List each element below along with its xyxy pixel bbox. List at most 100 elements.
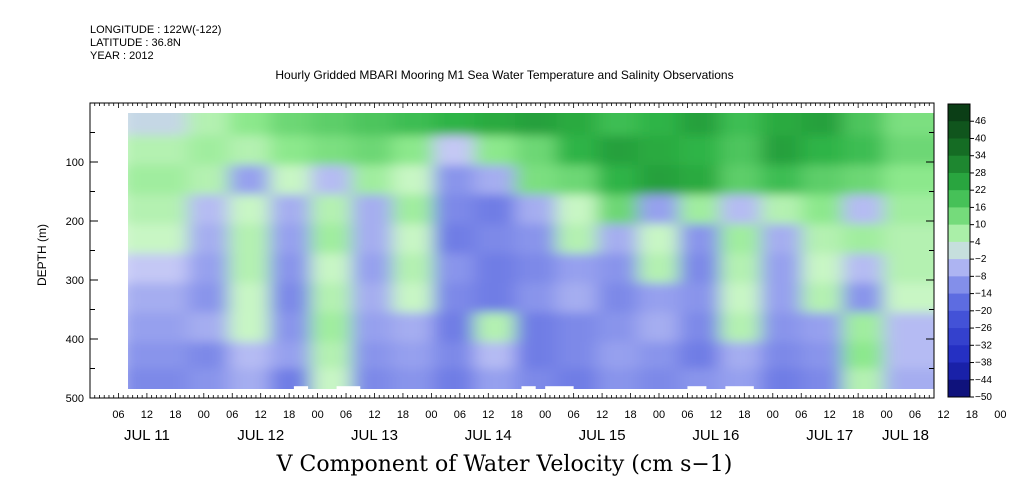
longitude-text: LONGITUDE : 122W(-122) <box>90 24 222 36</box>
x-hour-tick-label: 06 <box>909 409 921 421</box>
heatmap-cell <box>801 368 844 389</box>
heatmap-cell <box>638 223 680 255</box>
x-day-label: JUL 18 <box>882 427 929 444</box>
x-hour-tick-label: 12 <box>141 409 153 421</box>
heatmap-cell <box>760 312 803 343</box>
heatmap-cell <box>597 194 640 225</box>
colorbar-label: 28 <box>975 168 987 179</box>
colorbar-label: −14 <box>975 289 992 300</box>
heatmap-cell <box>597 368 640 389</box>
heatmap-cell <box>801 341 844 370</box>
colorbar-label: −20 <box>975 306 992 317</box>
heatmap-cell <box>760 164 803 196</box>
heatmap-cell <box>515 164 558 196</box>
heatmap-cell <box>842 341 885 370</box>
heatmap-cell <box>719 312 762 343</box>
missing-data-patch <box>293 386 309 393</box>
heatmap-cell <box>392 282 435 314</box>
heatmap-cell <box>351 312 394 343</box>
heatmap-cell <box>760 341 803 370</box>
heatmap-cell <box>392 113 435 137</box>
heatmap-cell <box>883 223 934 255</box>
heatmap-cell <box>597 164 640 196</box>
heatmap-cell <box>128 164 189 196</box>
heatmap-cell <box>515 135 558 166</box>
heatmap-cell <box>678 164 721 196</box>
heatmap-cell <box>638 113 680 137</box>
colorbar-swatch <box>948 190 970 208</box>
colorbar-swatch <box>948 121 970 139</box>
heatmap-cell <box>801 194 844 225</box>
y-tick-label: 300 <box>66 275 84 287</box>
heatmap-cell <box>187 135 230 166</box>
heatmap-cell <box>392 253 435 284</box>
heatmap-cell <box>433 253 476 284</box>
heatmap-cell <box>128 368 189 389</box>
heatmap-cell <box>392 223 435 255</box>
heatmap-cell <box>597 135 640 166</box>
heatmap-cell <box>474 368 517 389</box>
x-day-label: JUL 17 <box>806 427 853 444</box>
x-axis: 06 12 18 00 06 12 18 00 06 12 18 00 06 12 18 00 06 12 18 00… <box>112 409 1006 444</box>
heatmap-cell <box>883 341 934 370</box>
heatmap-cell <box>128 341 189 370</box>
heatmap-cell <box>433 135 476 166</box>
heatmap-cell <box>351 223 394 255</box>
heatmap-cell <box>474 135 517 166</box>
heatmap-cell <box>269 368 312 389</box>
heatmap-cell <box>269 282 312 314</box>
x-hour-tick-label: 18 <box>852 409 864 421</box>
x-day-label: JUL 11 <box>124 427 170 444</box>
heatmap-cell <box>515 312 558 343</box>
heatmap-cell <box>883 135 934 166</box>
heatmap-cell <box>556 282 599 314</box>
heatmap-cell <box>433 341 476 370</box>
heatmap-cell <box>187 223 230 255</box>
heatmap-cell <box>392 135 435 166</box>
heatmap-cell <box>719 368 762 389</box>
heatmap-cell <box>351 164 394 196</box>
heatmap-cell <box>310 164 353 196</box>
y-axis-label: DEPTH (m) <box>35 224 49 286</box>
x-hour-tick-label: 00 <box>994 409 1006 421</box>
heatmap-cell <box>515 253 558 284</box>
x-hour-tick-label: 06 <box>112 409 124 421</box>
heatmap-cell <box>310 223 353 255</box>
x-hour-tick-label: 12 <box>368 409 380 421</box>
heatmap-cell <box>392 368 435 389</box>
x-hour-tick-label: 12 <box>255 409 267 421</box>
missing-data-patch <box>545 386 574 393</box>
colorbar-swatch <box>948 310 970 329</box>
x-hour-tick-label: 00 <box>311 409 323 421</box>
heatmap-cell <box>842 164 885 196</box>
heatmap-cell <box>556 368 599 389</box>
heatmap-cell <box>433 223 476 255</box>
heatmap-cell <box>433 282 476 314</box>
heatmap-cell <box>760 223 803 255</box>
x-hour-tick-label: 18 <box>169 409 181 421</box>
colorbar-swatch <box>948 224 970 243</box>
heatmap-cell <box>228 341 271 370</box>
heatmap-cell <box>310 282 353 314</box>
heatmap-cell <box>433 194 476 225</box>
heatmap-cell <box>556 194 599 225</box>
x-hour-tick-label: 00 <box>539 409 551 421</box>
x-hour-tick-label: 00 <box>198 409 210 421</box>
colorbar-swatch <box>948 172 970 191</box>
heatmap-cell <box>556 312 599 343</box>
heatmap-cell <box>597 253 640 284</box>
heatmap-cell <box>842 135 885 166</box>
heatmap-cell <box>842 194 885 225</box>
x-hour-tick-label: 12 <box>710 409 722 421</box>
heatmap-cell <box>556 164 599 196</box>
heatmap-cell <box>638 282 680 314</box>
heatmap-cell <box>678 282 721 314</box>
heatmap-cell <box>128 253 189 284</box>
heatmap-cell <box>760 113 803 137</box>
heatmap-cell <box>392 312 435 343</box>
missing-data-patch <box>687 386 707 393</box>
heatmap-cell <box>883 194 934 225</box>
heatmap-cell <box>515 223 558 255</box>
heatmap-cell <box>228 113 271 137</box>
